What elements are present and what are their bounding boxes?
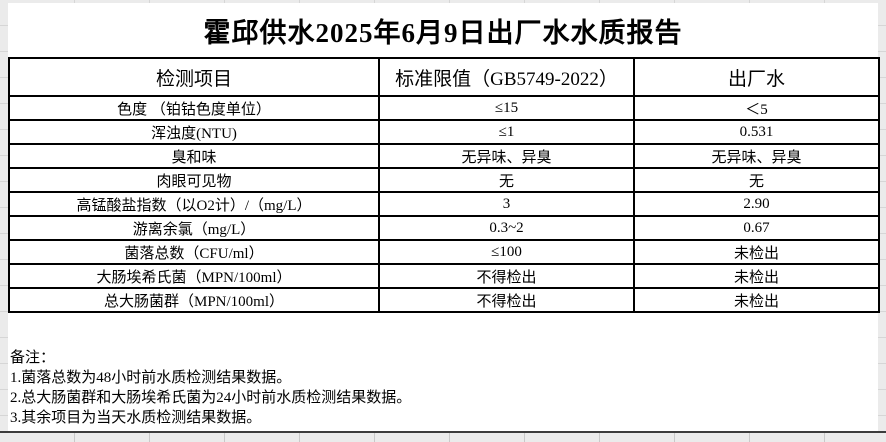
cell-item: 肉眼可见物 (8, 167, 380, 193)
note-line: 1.菌落总数为48小时前水质检测结果数据。 (10, 370, 292, 386)
cell-limit: ≤1 (378, 119, 635, 145)
spreadsheet-gridline-strip (0, 433, 886, 442)
cell-out: 无 (633, 167, 880, 193)
cell-limit: 不得检出 (378, 263, 635, 289)
header-item: 检测项目 (8, 57, 380, 97)
cell-limit: ≤100 (378, 239, 635, 265)
cell-limit: 3 (378, 191, 635, 217)
cell-limit: 不得检出 (378, 287, 635, 313)
table-row: 色度 （铂钴色度单位） ≤15 ＜5 (8, 95, 880, 121)
table-row: 游离余氯（mg/L） 0.3~2 0.67 (8, 215, 880, 241)
table-row: 大肠埃希氏菌（MPN/100ml） 不得检出 未检出 (8, 263, 880, 289)
table-row: 总大肠菌群（MPN/100ml） 不得检出 未检出 (8, 287, 880, 313)
notes-section: 备注： 1.菌落总数为48小时前水质检测结果数据。 2.总大肠菌群和大肠埃希氏菌… (10, 348, 870, 428)
cell-item: 菌落总数（CFU/ml） (8, 239, 380, 265)
cell-item: 臭和味 (8, 143, 380, 169)
header-out: 出厂水 (633, 57, 880, 97)
cell-item: 总大肠菌群（MPN/100ml） (8, 287, 380, 313)
cell-item: 游离余氯（mg/L） (8, 215, 380, 241)
cell-limit: ≤15 (378, 95, 635, 121)
cell-out: 未检出 (633, 263, 880, 289)
header-limit: 标准限值（GB5749-2022） (378, 57, 635, 97)
cell-out: 未检出 (633, 239, 880, 265)
cell-out: 0.531 (633, 119, 880, 145)
report-title: 霍邱供水2025年6月9日出厂水水质报告 (203, 17, 683, 48)
notes-label: 备注： (10, 350, 56, 366)
cell-limit: 0.3~2 (378, 215, 635, 241)
cell-limit: 无 (378, 167, 635, 193)
cell-item: 浑浊度(NTU) (8, 119, 380, 145)
table-row: 臭和味 无异味、异臭 无异味、异臭 (8, 143, 880, 169)
table-row: 菌落总数（CFU/ml） ≤100 未检出 (8, 239, 880, 265)
bottom-divider (0, 431, 886, 433)
table-row: 浑浊度(NTU) ≤1 0.531 (8, 119, 880, 145)
note-line: 3.其余项目为当天水质检测结果数据。 (10, 410, 262, 426)
cell-out: 无异味、异臭 (633, 143, 880, 169)
cell-item: 色度 （铂钴色度单位） (8, 95, 380, 121)
cell-limit: 无异味、异臭 (378, 143, 635, 169)
note-line: 2.总大肠菌群和大肠埃希氏菌为24小时前水质检测结果数据。 (10, 390, 412, 406)
table-row: 肉眼可见物 无 无 (8, 167, 880, 193)
cell-item: 大肠埃希氏菌（MPN/100ml） (8, 263, 380, 289)
cell-out: 2.90 (633, 191, 880, 217)
cell-out: ＜5 (633, 95, 880, 121)
cell-item: 高锰酸盐指数（以O2计）/（mg/L） (8, 191, 380, 217)
cell-out: 未检出 (633, 287, 880, 313)
table-row: 高锰酸盐指数（以O2计）/（mg/L） 3 2.90 (8, 191, 880, 217)
cell-out: 0.67 (633, 215, 880, 241)
water-quality-table: 检测项目 标准限值（GB5749-2022） 出厂水 色度 （铂钴色度单位） ≤… (8, 57, 880, 313)
table-header-row: 检测项目 标准限值（GB5749-2022） 出厂水 (8, 57, 880, 97)
